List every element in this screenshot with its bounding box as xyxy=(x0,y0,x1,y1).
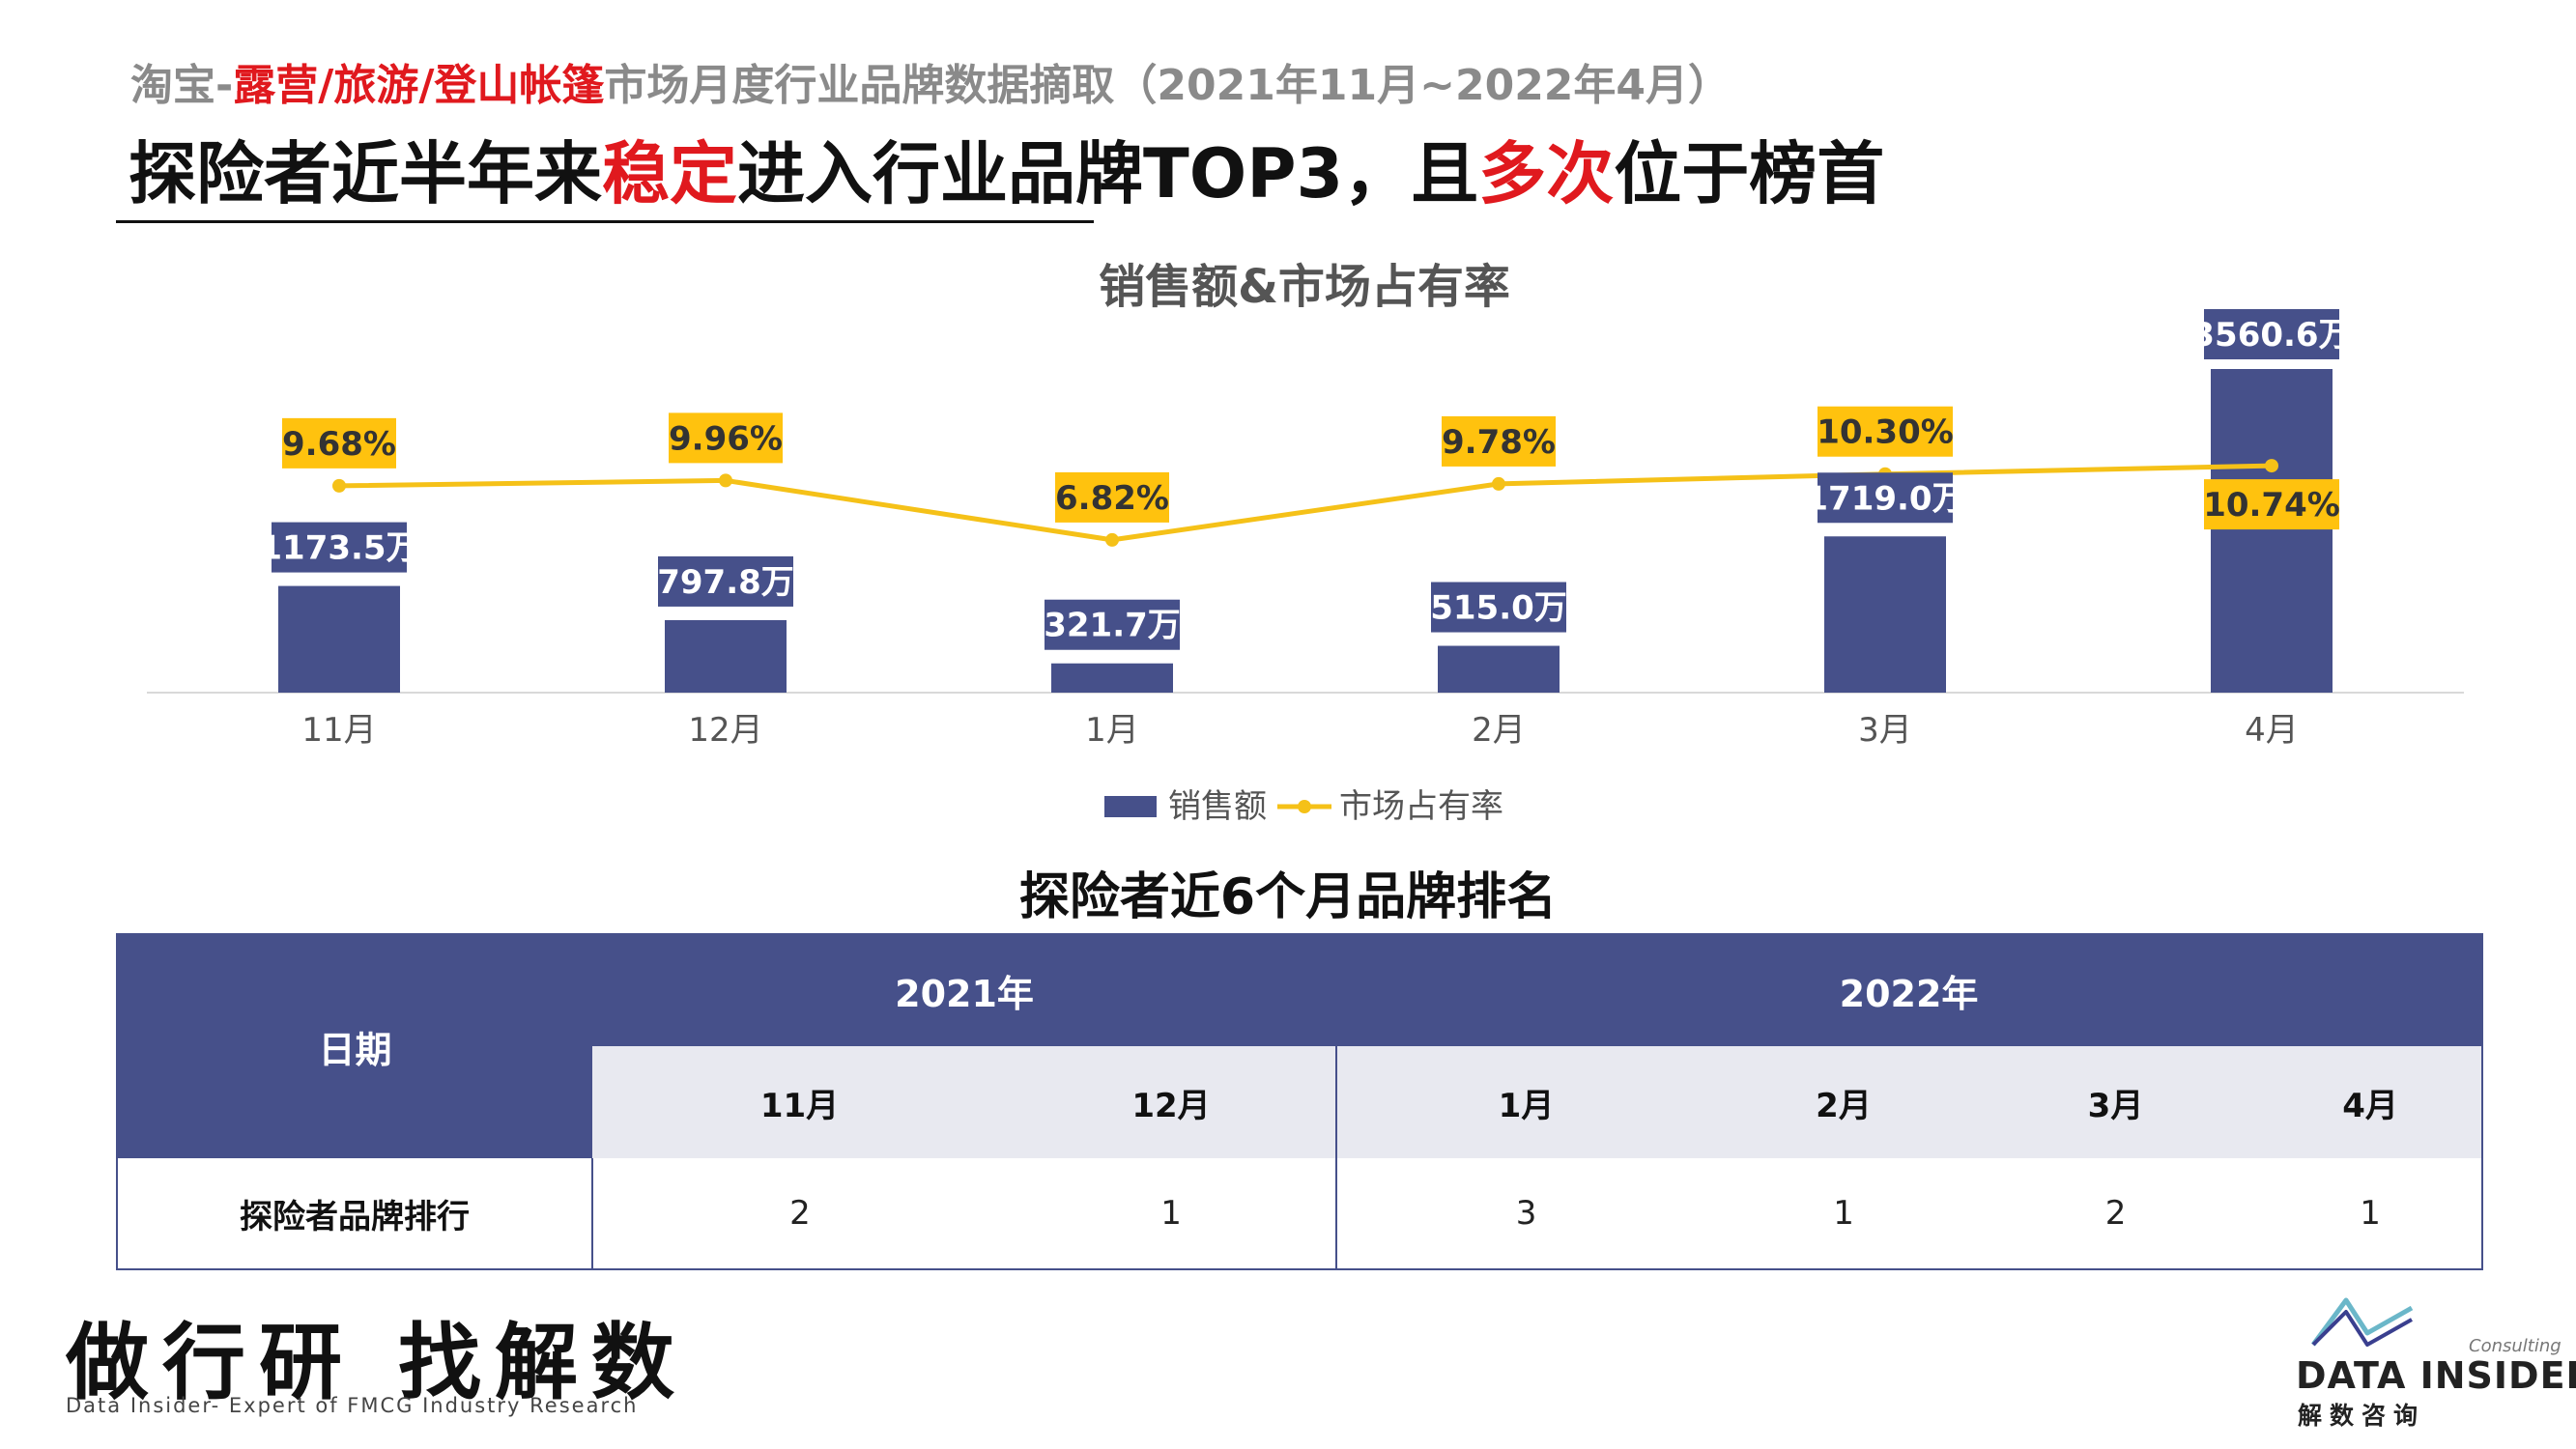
table-title: 探险者近6个月品牌排名 xyxy=(1018,868,1558,926)
bar-11月 xyxy=(278,585,400,693)
footer-slogan: 做行研 找解数 xyxy=(66,1314,688,1411)
rank-cell: 1 xyxy=(1715,1158,1973,1269)
x-tick-3月: 3月 xyxy=(1858,711,1912,750)
combo-chart: 销售额&市场占有率 1173.5万 797.8万 321.7万 515.0万 1719.… xyxy=(147,260,2464,826)
svg-text:321.7万: 321.7万 xyxy=(1044,607,1181,645)
svg-text:6.82%: 6.82% xyxy=(1055,479,1169,518)
svg-text:797.8万: 797.8万 xyxy=(657,563,794,602)
year-2022-cell: 2022年 xyxy=(1336,934,2483,1046)
month-header: 12月 xyxy=(1007,1046,1338,1158)
year-header: 2021年 xyxy=(895,973,1034,1015)
subtitle-highlight: 露营/旅游/登山帐篷 xyxy=(233,61,605,110)
share-point-2月 xyxy=(1492,476,1505,491)
header-subtitle: 淘宝-露营/旅游/登山帐篷市场月度行业品牌数据摘取（2021年11月~2022年… xyxy=(130,50,1731,112)
share-label-2月: 9.78% xyxy=(1442,415,1556,467)
page-title: 探险者近半年来稳定进入行业品牌TOP3，且多次位于榜首 xyxy=(129,120,1884,217)
logo-consulting: Consulting xyxy=(2469,1336,2562,1356)
x-tick-11月: 11月 xyxy=(301,711,376,750)
share-point-12月 xyxy=(719,473,732,488)
share-point-11月 xyxy=(332,478,346,493)
sales-label-1月: 321.7万 xyxy=(1044,599,1181,650)
line-layer xyxy=(332,459,2278,547)
month-header: 4月 xyxy=(2259,1046,2483,1158)
svg-text:9.96%: 9.96% xyxy=(669,419,783,458)
ranking-table: 日期 2021年 2022年 11月 12月 1月 2月 3月 4月 探险者品牌… xyxy=(116,933,2484,1270)
footer-tagline: Data Insider- Expert of FMCG Industry Re… xyxy=(66,1394,639,1417)
svg-text:10.74%: 10.74% xyxy=(2203,486,2340,525)
svg-text:515.0万: 515.0万 xyxy=(1430,589,1567,628)
share-label-12月: 9.96% xyxy=(669,412,783,464)
sales-label-4月: 3560.6万 xyxy=(2191,309,2352,359)
sales-label-12月: 797.8万 xyxy=(657,555,794,607)
sales-label-2月: 515.0万 xyxy=(1430,582,1567,633)
svg-text:10.30%: 10.30% xyxy=(1817,413,1954,452)
share-label-11月: 9.68% xyxy=(282,417,396,469)
legend-swatch-dot xyxy=(1298,800,1311,813)
bars-layer xyxy=(278,369,2333,693)
svg-text:1173.5万: 1173.5万 xyxy=(259,529,418,568)
svg-text:1719.0万: 1719.0万 xyxy=(1805,479,1964,518)
month-header: 2月 xyxy=(1715,1046,1973,1158)
x-tick-12月: 12月 xyxy=(688,711,762,750)
bar-1月 xyxy=(1051,663,1173,693)
date-header: 日期 xyxy=(318,1029,392,1071)
title-part-2: 进入行业品牌TOP3，且 xyxy=(737,134,1479,213)
share-point-4月 xyxy=(2265,459,2278,473)
rank-cell: 1 xyxy=(2259,1158,2483,1269)
month-header: 3月 xyxy=(1972,1046,2260,1158)
data-insider-logo-icon xyxy=(2310,1297,2414,1347)
x-tick-1月: 1月 xyxy=(1085,711,1139,750)
chart-title: 销售额&市场占有率 xyxy=(1099,260,1510,314)
share-label-4月: 10.74% xyxy=(2203,479,2340,530)
title-highlight-1: 稳定 xyxy=(602,134,737,213)
share-point-1月 xyxy=(1105,532,1119,547)
month-header: 1月 xyxy=(1336,1046,1716,1158)
bar-3月 xyxy=(1824,536,1946,693)
share-label-1月: 6.82% xyxy=(1055,471,1169,523)
x-tick-labels: 11月 12月 1月 2月 3月 4月 xyxy=(301,711,2298,750)
legend-label-sales: 销售额 xyxy=(1168,787,1267,826)
share-line xyxy=(338,463,2273,543)
bar-2月 xyxy=(1438,645,1560,693)
sales-label-3月: 1719.0万 xyxy=(1805,472,1965,524)
rank-cell: 1 xyxy=(1007,1158,1338,1269)
subtitle-prefix: 淘宝- xyxy=(130,61,234,110)
logo-cn: 解数咨询 xyxy=(2298,1402,2426,1430)
x-tick-2月: 2月 xyxy=(1472,711,1526,750)
month-header: 11月 xyxy=(592,1046,1007,1158)
rank-cell: 2 xyxy=(1972,1158,2260,1269)
date-header-cell: 日期 xyxy=(117,934,592,1158)
share-label-3月: 10.30% xyxy=(1817,406,1954,457)
svg-text:3560.6万: 3560.6万 xyxy=(2191,316,2351,355)
legend-label-share: 市场占有率 xyxy=(1339,787,1503,826)
bar-12月 xyxy=(665,619,787,693)
rank-cell: 2 xyxy=(592,1158,1007,1269)
legend-swatch-bar xyxy=(1104,796,1157,817)
svg-text:9.68%: 9.68% xyxy=(282,425,396,464)
year-header: 2022年 xyxy=(1839,973,1979,1015)
title-part-3: 位于榜首 xyxy=(1614,134,1885,213)
chart-legend: 销售额 市场占有率 xyxy=(1104,787,1503,826)
subtitle-suffix: 市场月度行业品牌数据摘取（2021年11月~2022年4月） xyxy=(604,61,1732,110)
bar-4月 xyxy=(2211,369,2333,693)
labels-layer: 1173.5万 797.8万 321.7万 515.0万 1719.0万 3560.6万 9… xyxy=(259,309,2352,650)
title-highlight-2: 多次 xyxy=(1478,134,1615,213)
title-part-1: 探险者近半年来 xyxy=(129,134,602,213)
rank-cell: 3 xyxy=(1336,1158,1716,1269)
title-underline xyxy=(116,220,1094,223)
svg-text:9.78%: 9.78% xyxy=(1442,423,1556,462)
row-label: 探险者品牌排行 xyxy=(117,1158,593,1269)
x-tick-4月: 4月 xyxy=(2245,711,2299,750)
logo-name: DATA INSIDER xyxy=(2296,1354,2576,1397)
year-2021-cell: 2021年 xyxy=(592,934,1337,1046)
sales-label-11月: 1173.5万 xyxy=(259,522,419,573)
